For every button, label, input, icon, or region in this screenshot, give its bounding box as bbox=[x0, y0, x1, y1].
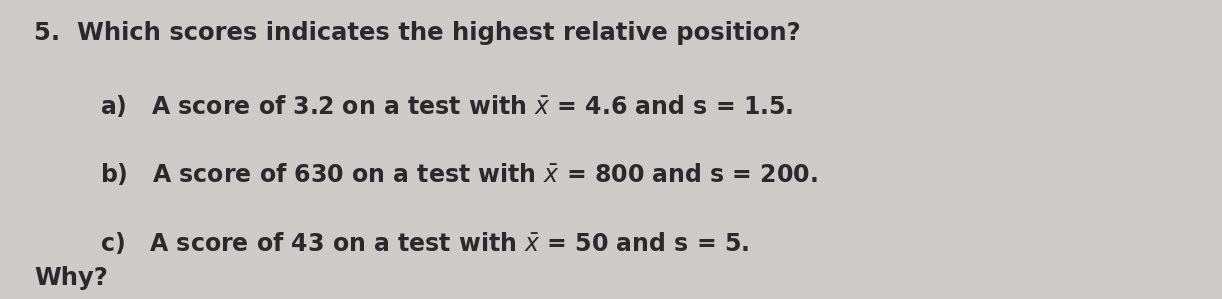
Text: 5.  Which scores indicates the highest relative position?: 5. Which scores indicates the highest re… bbox=[34, 21, 800, 45]
Text: c)   A score of 43 on a test with $\bar{x}$ = 50 and s = 5.: c) A score of 43 on a test with $\bar{x}… bbox=[100, 230, 749, 256]
Text: Why?: Why? bbox=[34, 266, 108, 290]
Text: b)   A score of 630 on a test with $\bar{x}$ = 800 and s = 200.: b) A score of 630 on a test with $\bar{x… bbox=[100, 161, 818, 187]
Text: a)   A score of 3.2 on a test with $\bar{x}$ = 4.6 and s = 1.5.: a) A score of 3.2 on a test with $\bar{x… bbox=[100, 93, 793, 119]
